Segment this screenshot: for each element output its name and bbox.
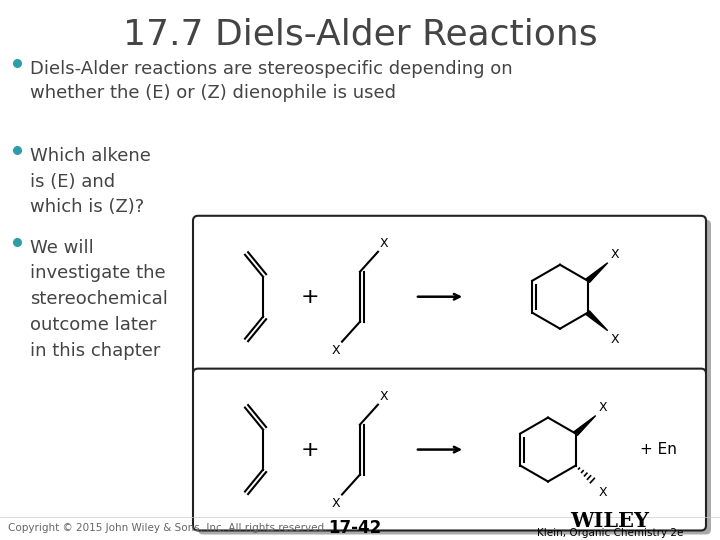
Text: X: X xyxy=(331,496,340,510)
Text: Diels-Alder reactions are stereospecific depending on
whether the (E) or (Z) die: Diels-Alder reactions are stereospecific… xyxy=(30,60,513,102)
Text: X: X xyxy=(599,401,608,414)
Polygon shape xyxy=(586,263,608,282)
Polygon shape xyxy=(574,416,595,435)
FancyBboxPatch shape xyxy=(198,373,711,535)
FancyBboxPatch shape xyxy=(193,369,706,530)
Text: X: X xyxy=(611,248,619,261)
Text: + En: + En xyxy=(639,442,676,457)
Text: We will
investigate the
stereochemical
outcome later
in this chapter: We will investigate the stereochemical o… xyxy=(30,239,168,360)
Polygon shape xyxy=(586,311,608,330)
Text: Klein, Organic Chemistry 2e: Klein, Organic Chemistry 2e xyxy=(537,529,683,538)
Text: X: X xyxy=(380,389,389,403)
Text: Which alkene
is (E) and
which is (Z)?: Which alkene is (E) and which is (Z)? xyxy=(30,147,151,216)
FancyBboxPatch shape xyxy=(193,216,706,377)
Text: X: X xyxy=(380,237,389,250)
Text: +: + xyxy=(301,287,319,307)
Text: X: X xyxy=(331,343,340,356)
Text: 17-42: 17-42 xyxy=(328,519,382,537)
Text: X: X xyxy=(611,333,619,346)
Text: WILEY: WILEY xyxy=(570,511,649,531)
Text: Copyright © 2015 John Wiley & Sons, Inc. All rights reserved.: Copyright © 2015 John Wiley & Sons, Inc.… xyxy=(8,523,328,534)
FancyBboxPatch shape xyxy=(198,220,711,382)
Text: X: X xyxy=(599,485,608,498)
Text: 17.7 Diels-Alder Reactions: 17.7 Diels-Alder Reactions xyxy=(122,18,598,52)
Text: +: + xyxy=(301,440,319,460)
